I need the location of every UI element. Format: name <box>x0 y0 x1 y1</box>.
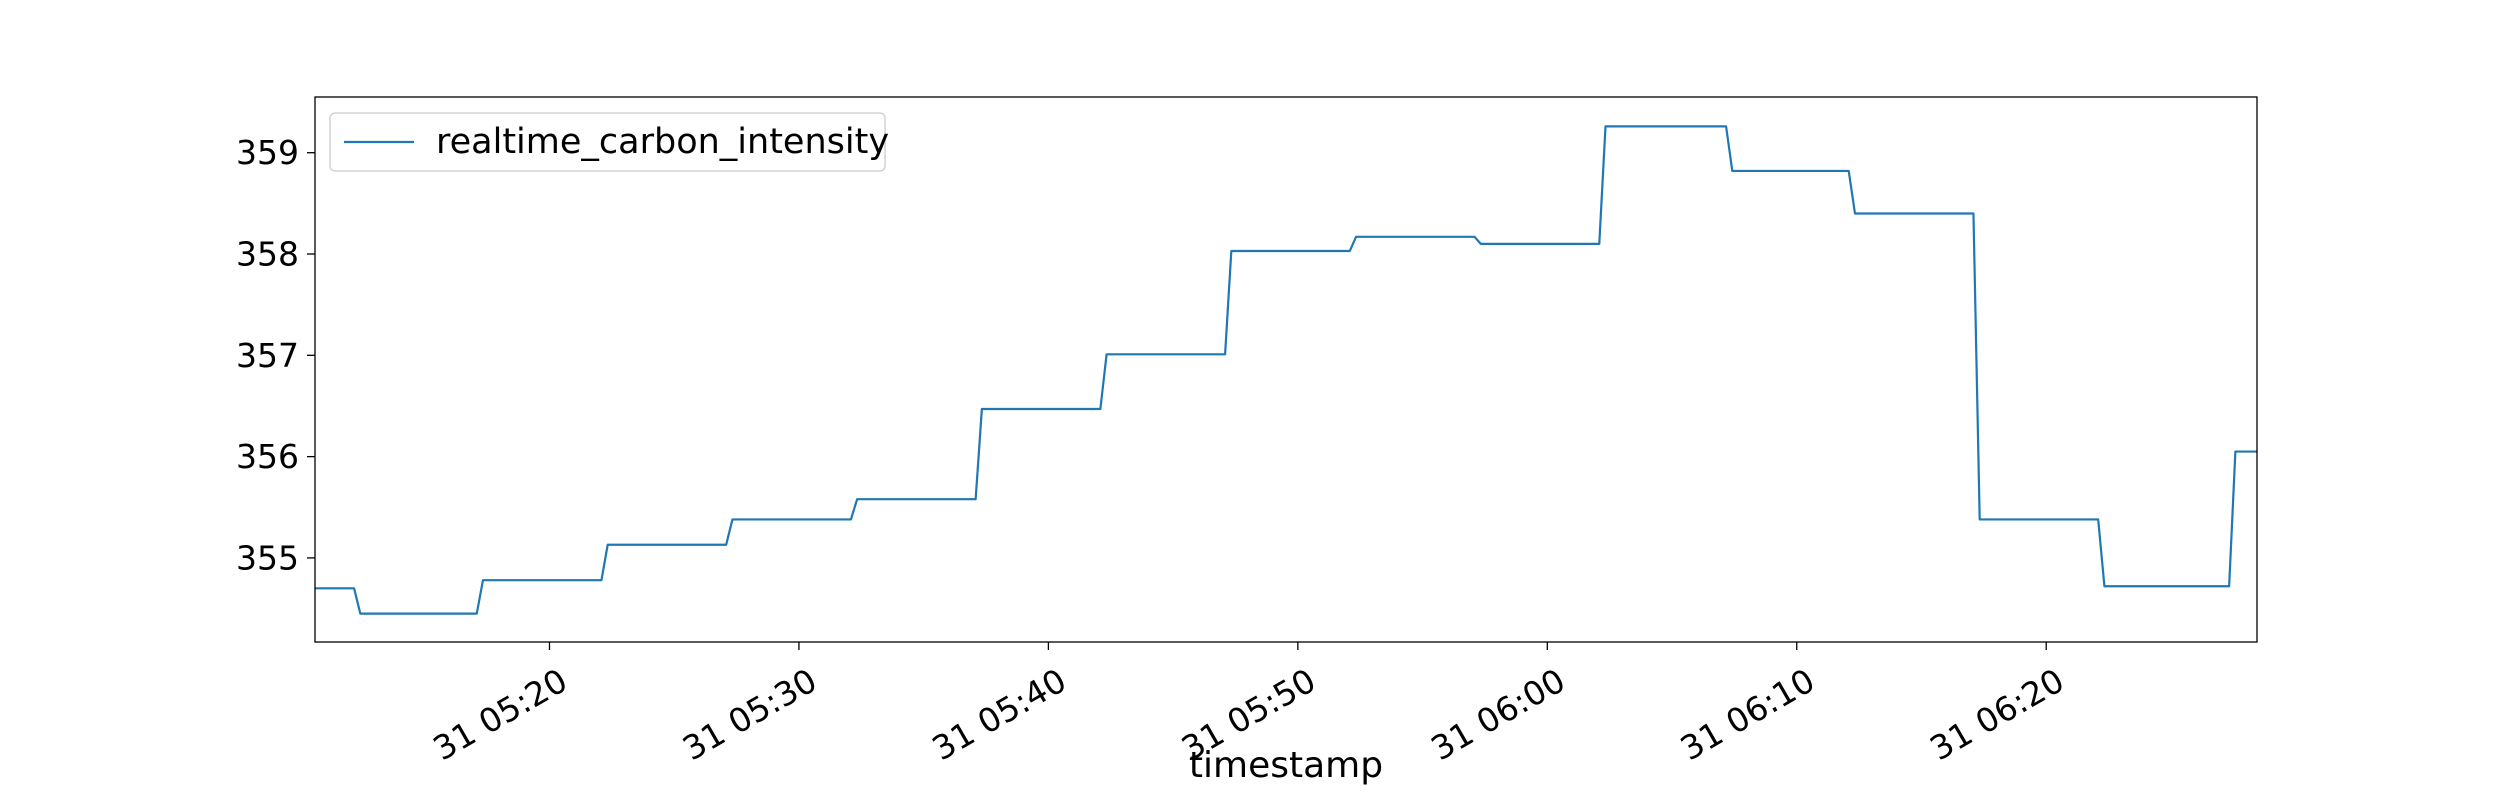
plot-frame <box>314 96 2258 643</box>
x-tick-label: 31 05:40 <box>925 661 1072 769</box>
legend-entry: realtime_carbon_intensity <box>436 122 889 162</box>
x-tick-label: 31 06:20 <box>1923 661 2070 769</box>
x-tick-label: 31 06:00 <box>1424 661 1571 769</box>
y-tick-label: 357 <box>236 336 299 375</box>
plot-area <box>314 96 2258 643</box>
series-line-0 <box>315 125 2257 615</box>
y-axis: 355 356 357 358 359 <box>236 133 315 577</box>
legend-box <box>329 112 886 172</box>
x-axis-label: timestamp <box>1189 745 1383 786</box>
x-tick-label: 31 05:30 <box>676 661 823 769</box>
x-tick-label: 31 06:10 <box>1674 661 1821 769</box>
y-tick-label: 356 <box>236 437 299 476</box>
legend: realtime_carbon_intensity <box>329 112 889 172</box>
x-tick-label: 31 05:20 <box>427 661 574 769</box>
y-tick-label: 359 <box>236 133 299 172</box>
y-tick-label: 355 <box>236 538 299 577</box>
y-tick-label: 358 <box>236 235 299 274</box>
